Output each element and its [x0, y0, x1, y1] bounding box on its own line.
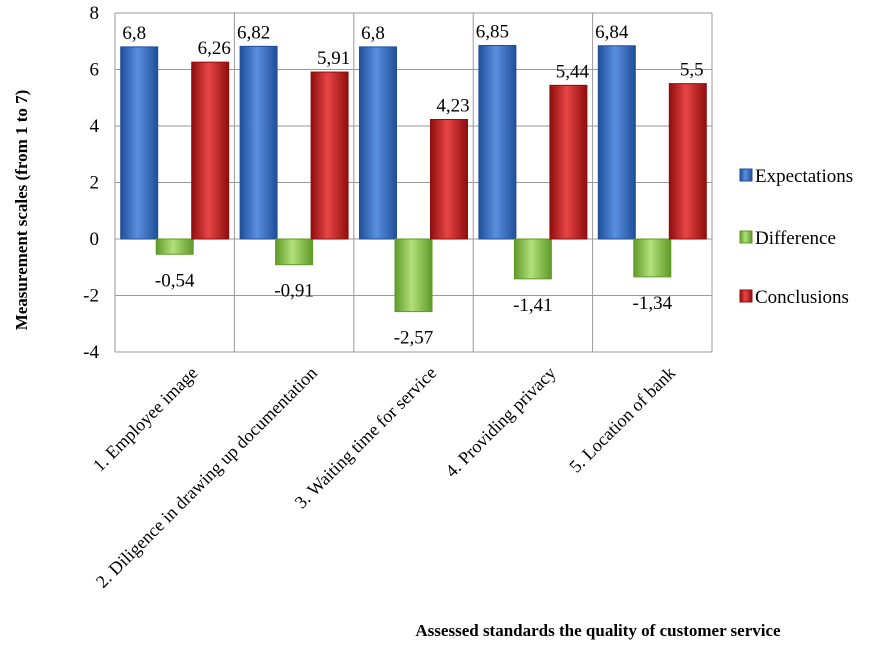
- data-label-difference-4: -1,41: [513, 295, 553, 316]
- bar-conclusions-1: [191, 61, 230, 240]
- bar-expectations-2: [239, 45, 278, 240]
- data-label-expectations-2: 6,82: [237, 22, 270, 43]
- bar-difference-3: [394, 238, 433, 313]
- y-axis-ticks: 8 6 4 2 0 -2 -4: [83, 3, 99, 363]
- legend-swatch-conclusions: [739, 289, 753, 303]
- legend-swatch-difference: [739, 230, 753, 244]
- legend-label-difference: Difference: [755, 228, 836, 249]
- legend-label-conclusions: Conclusions: [755, 287, 849, 308]
- legend: Expectations Difference Conclusions: [739, 166, 853, 308]
- data-labels: 6,8 6,82 6,8 6,85 6,84 -0,54 -0,91 -2,57 -1,41 -1…: [122, 21, 703, 348]
- bar-expectations-5: [597, 45, 636, 240]
- bar-difference-5: [633, 238, 672, 278]
- legend-label-expectations: Expectations: [755, 166, 853, 187]
- y-axis-title: Measurement scales (from 1 to 7): [12, 90, 31, 331]
- data-label-expectations-3: 6,8: [361, 23, 385, 44]
- bars: [120, 44, 707, 313]
- y-tick-label: 4: [90, 116, 100, 137]
- bar-conclusions-5: [668, 83, 707, 240]
- bar-conclusions-2: [310, 71, 349, 240]
- bar-expectations-4: [478, 44, 517, 240]
- y-tick-label: 6: [90, 60, 100, 81]
- data-label-difference-3: -2,57: [394, 328, 434, 349]
- y-tick-label: 0: [90, 229, 100, 250]
- bar-difference-4: [513, 238, 552, 280]
- y-tick-label: 2: [90, 173, 100, 194]
- data-label-conclusions-4: 5,44: [556, 61, 590, 82]
- x-tick-label-3: 3. Waiting time for service: [291, 363, 441, 513]
- x-tick-label-2: 2. Diligence in drawing up documentation: [92, 363, 321, 592]
- legend-swatch-expectations: [739, 168, 753, 182]
- y-tick-label: -4: [83, 342, 99, 363]
- bar-conclusions-4: [549, 84, 588, 240]
- data-label-conclusions-1: 6,26: [198, 38, 231, 59]
- x-axis-title: Assessed standards the quality of custom…: [415, 621, 781, 640]
- x-tick-label-5: 5. Location of bank: [565, 363, 679, 477]
- bar-difference-2: [275, 238, 314, 266]
- data-label-difference-1: -0,54: [155, 270, 195, 291]
- data-label-expectations-1: 6,8: [122, 23, 146, 44]
- x-tick-label-1: 1. Employee image: [89, 363, 202, 476]
- bar-expectations-3: [359, 46, 397, 240]
- data-label-conclusions-5: 5,5: [680, 60, 704, 81]
- y-tick-label: -2: [83, 286, 99, 307]
- y-tick-label: 8: [90, 3, 100, 24]
- data-label-difference-5: -1,34: [633, 293, 673, 314]
- data-label-conclusions-3: 4,23: [436, 96, 469, 117]
- bar-conclusions-3: [430, 119, 468, 240]
- bar-expectations-1: [120, 46, 159, 240]
- data-label-difference-2: -0,91: [274, 281, 314, 302]
- x-tick-label-4: 4. Providing privacy: [441, 363, 559, 481]
- data-label-expectations-4: 6,85: [476, 21, 509, 42]
- data-label-conclusions-2: 5,91: [317, 48, 350, 69]
- bar-difference-1: [155, 238, 194, 255]
- data-label-expectations-5: 6,84: [595, 22, 629, 43]
